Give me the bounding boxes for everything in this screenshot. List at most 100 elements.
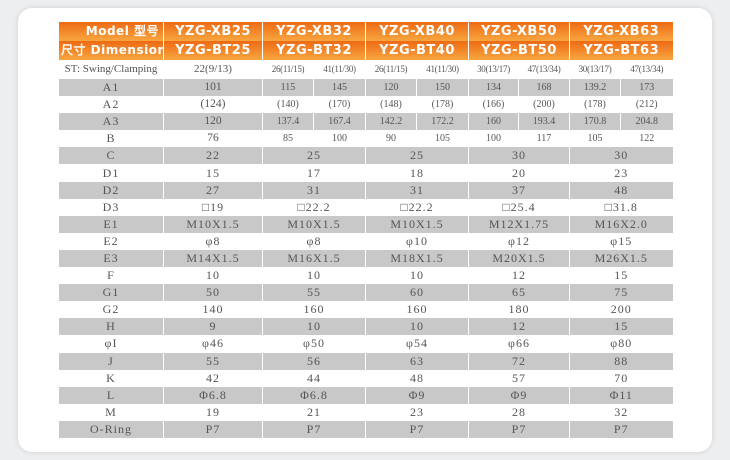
cell: 28 (468, 403, 570, 421)
table-row: M 19 21 23 28 32 (58, 403, 673, 421)
cell: φ66 (468, 335, 570, 353)
cell: 142.2 (365, 113, 417, 131)
cell: 139.2 (569, 79, 621, 97)
cell: 18 (365, 164, 469, 182)
cell: 120 (365, 79, 417, 97)
cell: 12 (468, 267, 570, 285)
table-row: E1 M10X1.5 M10X1.5 M10X1.5 M12X1.75 M16X2.0 (58, 215, 673, 233)
cell: 167.4 (313, 113, 366, 131)
table-row: D2 27 31 31 37 48 (58, 181, 673, 199)
cell: 75 (569, 284, 673, 302)
cell: 150 (416, 79, 469, 97)
table-row: A3 120 137.4 167.4 142.2 172.2 160 193.4 170.8 20… (58, 113, 673, 131)
table-row: D1 15 17 18 20 23 (58, 164, 673, 182)
cell: (212) (620, 96, 673, 114)
cell: M14X1.5 (163, 249, 263, 268)
table-row: G1 50 55 60 65 75 (58, 284, 673, 302)
cell: M10X1.5 (163, 215, 263, 233)
cell: 120 (163, 113, 263, 131)
cell: 22(9/13) (163, 60, 263, 79)
cell: 10 (262, 267, 366, 285)
cell: □22.2 (262, 198, 366, 216)
cell: 137.4 (262, 113, 314, 131)
table-row: H 9 10 10 12 15 (58, 318, 673, 336)
cell: 30(13/17) (468, 60, 519, 79)
cell: P7 (569, 420, 673, 438)
cell: 47(13/34) (518, 60, 570, 79)
cell: 72 (468, 352, 570, 370)
cell: (170) (313, 96, 366, 114)
row-label: J (58, 352, 164, 370)
cell: M10X1.5 (365, 215, 469, 233)
cell: 63 (365, 352, 469, 370)
cell: (124) (163, 96, 263, 114)
table-row: L Φ6.8 Φ6.8 Φ9 Φ9 Φ11 (58, 386, 673, 404)
cell: 55 (163, 352, 263, 370)
cell: 23 (569, 164, 673, 182)
cell: □22.2 (365, 198, 469, 216)
cell: 15 (163, 164, 263, 182)
row-label: M (58, 403, 164, 421)
cell: 50 (163, 284, 263, 302)
cell: 15 (569, 318, 673, 336)
cell: 105 (569, 130, 621, 148)
table-row: G2 140 160 160 180 200 (58, 301, 673, 319)
cell: 88 (569, 352, 673, 370)
cell: 65 (468, 284, 570, 302)
cell: φ54 (365, 335, 469, 353)
row-label: ST: Swing/Clamping (58, 60, 164, 79)
cell: P7 (163, 420, 263, 438)
cell: 44 (262, 369, 366, 387)
cell: 172.2 (416, 113, 469, 131)
cell: 25 (262, 147, 366, 165)
cell: Φ9 (365, 386, 469, 404)
table-row: C 22 25 25 30 30 (58, 147, 673, 165)
model-bottom: YZG-BT50 (468, 41, 570, 60)
table-row: O-Ring P7 P7 P7 P7 P7 (58, 420, 673, 438)
model-top: YZG-XB40 (365, 22, 469, 41)
cell: φ12 (468, 232, 570, 250)
cell: φ50 (262, 335, 366, 353)
cell: 160 (365, 301, 469, 319)
cell: 48 (365, 369, 469, 387)
cell: 145 (313, 79, 366, 97)
cell: 10 (365, 318, 469, 336)
table-row: B 76 85 100 90 105 100 117 105 122 (58, 130, 673, 148)
cell: 23 (365, 403, 469, 421)
row-label: K (58, 369, 164, 387)
row-label: D1 (58, 164, 164, 182)
cell: □31.8 (569, 198, 673, 216)
cell: 134 (468, 79, 519, 97)
cell: 168 (518, 79, 570, 97)
stroke-row: ST: Swing/Clamping 22(9/13) 26(11/15) 41… (58, 60, 673, 79)
cell: 32 (569, 403, 673, 421)
model-top: YZG-XB32 (262, 22, 366, 41)
row-label: D2 (58, 181, 164, 199)
cell: 122 (620, 130, 673, 148)
cell: 22 (163, 147, 263, 165)
row-label: E1 (58, 215, 164, 233)
row-label: C (58, 147, 164, 165)
cell: φ80 (569, 335, 673, 353)
cell: 27 (163, 181, 263, 199)
cell: 70 (569, 369, 673, 387)
cell: 170.8 (569, 113, 621, 131)
cell: 200 (569, 301, 673, 319)
model-bottom: YZG-BT63 (569, 41, 673, 60)
cell: 100 (468, 130, 519, 148)
cell: M16X2.0 (569, 215, 673, 233)
row-label: A1 (58, 79, 164, 97)
table-row: K 42 44 48 57 70 (58, 369, 673, 387)
cell: 15 (569, 267, 673, 285)
cell: 10 (163, 267, 263, 285)
cell: 47(13/34) (620, 60, 673, 79)
cell: 10 (365, 267, 469, 285)
table-row: E2 φ8 φ8 φ10 φ12 φ15 (58, 232, 673, 250)
dimension-label: 尺寸 Dimension (58, 41, 164, 60)
cell: 105 (416, 130, 469, 148)
cell: 193.4 (518, 113, 570, 131)
row-label: A3 (58, 113, 164, 131)
cell: □19 (163, 198, 263, 216)
row-label: H (58, 318, 164, 336)
cell: 160 (468, 113, 519, 131)
